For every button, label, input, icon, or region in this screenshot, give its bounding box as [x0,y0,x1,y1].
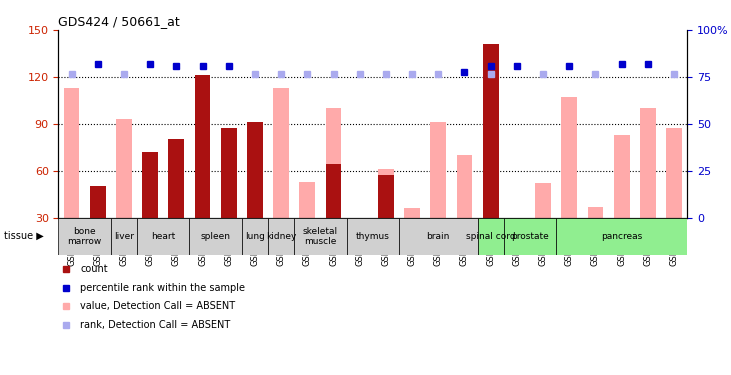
Bar [300,182,315,218]
Text: spleen: spleen [200,232,231,241]
Text: value, Detection Call = ABSENT: value, Detection Call = ABSENT [80,301,235,311]
Text: prostate: prostate [511,232,549,241]
Bar [477,217,504,255]
Text: bone
marrow: bone marrow [67,226,102,246]
Bar [268,217,294,255]
Bar [399,217,477,255]
Bar [189,217,242,255]
Text: thymus: thymus [356,232,390,241]
Bar [561,97,577,218]
Text: percentile rank within the sample: percentile rank within the sample [80,283,246,292]
Bar [457,155,472,218]
Text: lung: lung [245,232,265,241]
Bar [325,164,341,218]
Bar [116,119,132,218]
Bar [404,208,420,218]
Bar [378,169,394,217]
Text: kidney: kidney [266,232,296,241]
Bar [482,44,499,218]
Bar [168,140,184,218]
Bar [294,217,346,255]
Bar [247,122,262,218]
Bar [58,217,111,255]
Bar [273,88,289,218]
Bar [64,88,80,218]
Text: tissue ▶: tissue ▶ [4,231,43,241]
Bar [666,128,682,217]
Bar [614,135,629,218]
Bar [325,108,341,218]
Bar [90,186,105,218]
Bar [221,128,237,217]
Bar [137,217,189,255]
Text: rank, Detection Call = ABSENT: rank, Detection Call = ABSENT [80,320,231,330]
Text: pancreas: pancreas [601,232,643,241]
Text: heart: heart [151,232,175,241]
Text: count: count [80,264,108,274]
Bar [588,207,603,218]
Bar [346,217,399,255]
Text: spinal cord: spinal cord [466,232,515,241]
Bar [111,217,137,255]
Bar [504,217,556,255]
Bar [143,152,158,217]
Bar [556,217,687,255]
Bar [242,217,268,255]
Text: brain: brain [427,232,450,241]
Bar [378,176,394,217]
Text: liver: liver [114,232,134,241]
Bar [194,75,211,217]
Bar [640,108,656,218]
Text: GDS424 / 50661_at: GDS424 / 50661_at [58,15,181,28]
Text: skeletal
muscle: skeletal muscle [303,226,338,246]
Bar [431,122,446,218]
Bar [535,183,551,218]
